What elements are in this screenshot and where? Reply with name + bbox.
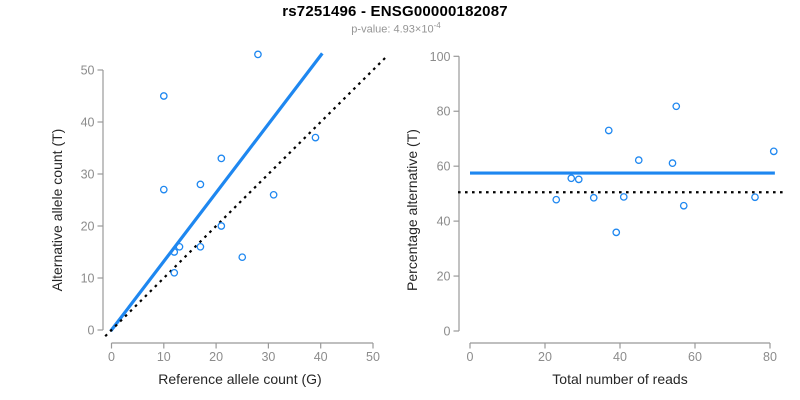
figure-title: rs7251496 - ENSG00000182087 (282, 3, 508, 20)
data-point (769, 147, 778, 156)
left-yaxis-label: Alternative allele count (T) (49, 129, 65, 292)
left-scatter-panel: 0 10 20 30 40 50 0 10 20 30 40 50 (81, 50, 388, 364)
data-point (552, 195, 561, 204)
fit-line (109, 52, 324, 332)
y-tick-label: 20 (437, 270, 451, 284)
data-point (159, 185, 168, 194)
x-tick-label: 40 (314, 350, 328, 364)
x-tick-label: 20 (538, 350, 552, 364)
y-tick-label: 100 (430, 50, 451, 64)
pvalue-exponent: -4 (433, 21, 441, 30)
y-tick-label: 40 (437, 215, 451, 229)
data-point (672, 102, 681, 111)
x-tick-label: 60 (688, 350, 702, 364)
data-point (269, 190, 278, 199)
y-tick-label: 80 (437, 105, 451, 119)
y-tick-label: 40 (81, 116, 95, 130)
data-point (159, 92, 168, 100)
figure-subtitle: p-value: 4.93×10-4 (0, 21, 792, 36)
y-tick-label: 60 (437, 160, 451, 174)
y-tick-label: 20 (81, 220, 95, 234)
data-point (679, 201, 688, 210)
left-xaxis-label: Reference allele count (G) (158, 371, 321, 387)
y-tick-label: 0 (444, 325, 451, 339)
x-tick-label: 50 (366, 350, 380, 364)
data-point (254, 50, 262, 59)
right-yaxis-label: Percentage alternative (T) (404, 129, 420, 291)
data-point (619, 193, 628, 201)
x-tick-label: 0 (467, 350, 474, 364)
y-tick-label: 30 (81, 168, 95, 182)
data-point (311, 133, 320, 142)
data-point (751, 193, 759, 202)
data-point (574, 175, 583, 184)
identity-line (104, 55, 388, 338)
data-point (175, 242, 184, 251)
data-point (589, 193, 598, 202)
x-tick-label: 30 (261, 350, 275, 364)
data-point (634, 156, 643, 164)
data-point (604, 126, 613, 135)
data-point (668, 159, 677, 168)
x-tick-label: 0 (108, 350, 115, 364)
x-tick-label: 80 (763, 350, 777, 364)
y-tick-label: 10 (81, 272, 95, 286)
y-tick-label: 0 (88, 324, 95, 338)
right-scatter-panel: 0 20 40 60 80 0 20 40 60 80 100 (430, 50, 787, 364)
data-point (170, 248, 179, 256)
x-tick-label: 40 (613, 350, 627, 364)
right-xaxis-label: Total number of reads (552, 371, 687, 387)
data-point (238, 253, 247, 262)
data-point (170, 268, 179, 277)
x-tick-label: 20 (209, 350, 223, 364)
y-tick-label: 50 (81, 64, 95, 78)
data-point (217, 222, 226, 230)
x-tick-label: 10 (157, 350, 171, 364)
data-point (217, 154, 226, 163)
pvalue-text: p-value: 4.93×10 (351, 23, 434, 36)
data-point (196, 180, 205, 189)
data-point (196, 242, 205, 251)
data-point (567, 174, 576, 183)
data-point (612, 228, 621, 237)
